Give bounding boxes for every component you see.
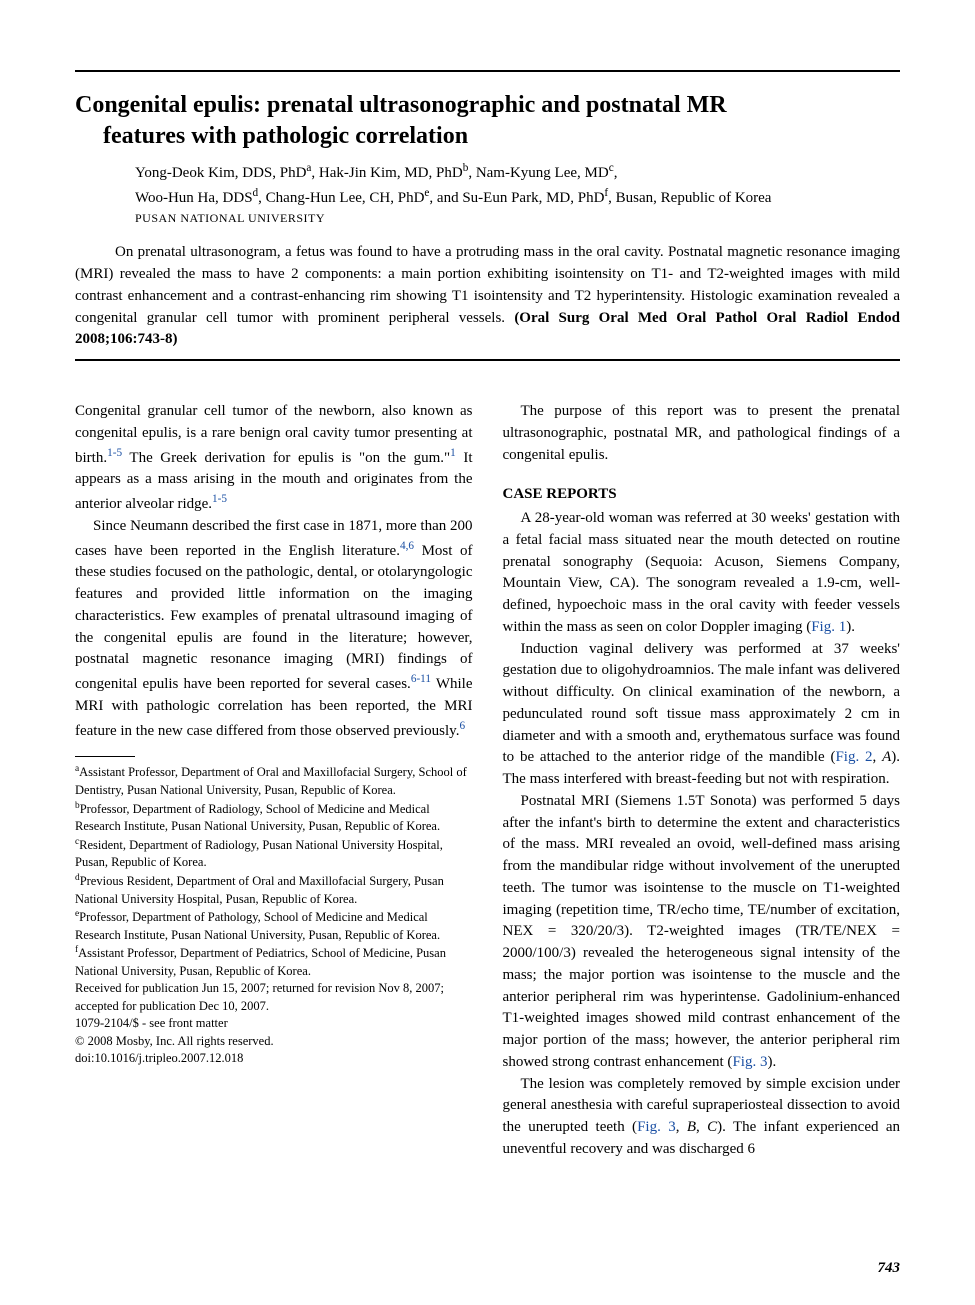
ref-link[interactable]: 6 [459, 720, 465, 732]
text-span: Since Neumann described the first case i… [75, 518, 473, 559]
author-6: Su-Eun Park, MD, PhD [462, 190, 604, 206]
case-para-4: The lesion was completely removed by sim… [503, 1074, 901, 1161]
figure-link[interactable]: Fig. 3 [637, 1119, 676, 1135]
institution: PUSAN NATIONAL UNIVERSITY [75, 211, 900, 226]
right-column: The purpose of this report was to presen… [503, 401, 901, 1161]
panel-label: B [687, 1119, 696, 1135]
author-3: Nam-Kyung Lee, MD [476, 165, 609, 181]
title-line-1: Congenital epulis: prenatal ultrasonogra… [75, 92, 727, 118]
text-span: Induction vaginal delivery was performed… [503, 641, 901, 766]
purpose-para: The purpose of this report was to presen… [503, 401, 901, 466]
footnote-text: Resident, Department of Radiology, Pusan… [75, 838, 443, 870]
footnote-issn: 1079-2104/$ - see front matter [75, 1015, 473, 1033]
case-para-2: Induction vaginal delivery was performed… [503, 639, 901, 791]
author-list: Yong-Deok Kim, DDS, PhDa, Hak-Jin Kim, M… [75, 160, 900, 209]
figure-link[interactable]: Fig. 2 [835, 749, 872, 765]
footnote-doi: doi:10.1016/j.tripleo.2007.12.018 [75, 1050, 473, 1068]
author-2: Hak-Jin Kim, MD, PhD [319, 165, 463, 181]
author-1: Yong-Deok Kim, DDS, PhD [135, 165, 306, 181]
text-span: Most of these studies focused on the pat… [75, 543, 473, 693]
ref-link[interactable]: 6-11 [411, 673, 431, 685]
abstract-text: On prenatal ultrasonogram, a fetus was f… [75, 242, 900, 351]
figure-link[interactable]: Fig. 1 [811, 619, 846, 635]
author-1-sup: a [306, 162, 311, 174]
text-span: The Greek derivation for epulis is "on t… [122, 450, 450, 466]
author-4-sup: d [253, 187, 259, 199]
footnote-d: dPrevious Resident, Department of Oral a… [75, 872, 473, 908]
panel-label: C [707, 1119, 717, 1135]
footnote-text: Assistant Professor, Department of Pedia… [75, 946, 446, 978]
text-span: Postnatal MRI (Siemens 1.5T Sonota) was … [503, 793, 901, 1070]
top-horizontal-rule [75, 70, 900, 72]
footnote-divider [75, 756, 135, 757]
footnote-c: cResident, Department of Radiology, Pusa… [75, 836, 473, 872]
author-2-sup: b [463, 162, 469, 174]
author-6-sup: f [604, 187, 608, 199]
title-line-2: features with pathologic correlation [75, 123, 468, 149]
text-span: A 28-year-old woman was referred at 30 w… [503, 510, 901, 635]
footnote-copyright: © 2008 Mosby, Inc. All rights reserved. [75, 1033, 473, 1051]
footnote-received: Received for publication Jun 15, 2007; r… [75, 980, 473, 1015]
ref-link[interactable]: 1-5 [107, 447, 122, 459]
text-span: ). [846, 619, 855, 635]
intro-para-1: Congenital granular cell tumor of the ne… [75, 401, 473, 516]
page-number: 743 [878, 1260, 901, 1277]
text-span: , [696, 1119, 707, 1135]
footnote-e: eProfessor, Department of Pathology, Sch… [75, 908, 473, 944]
two-column-body: Congenital granular cell tumor of the ne… [75, 401, 900, 1161]
footnote-a: aAssistant Professor, Department of Oral… [75, 763, 473, 799]
footnote-text: Assistant Professor, Department of Oral … [75, 766, 467, 798]
author-4: Woo-Hun Ha, DDS [135, 190, 253, 206]
section-heading-case-reports: CASE REPORTS [503, 484, 901, 506]
footnote-text: Professor, Department of Pathology, Scho… [75, 910, 440, 942]
case-para-1: A 28-year-old woman was referred at 30 w… [503, 508, 901, 639]
footnote-text: Professor, Department of Radiology, Scho… [75, 802, 440, 834]
author-location: Busan, Republic of Korea [616, 190, 772, 206]
text-span: , [676, 1119, 687, 1135]
text-span: ). [767, 1054, 776, 1070]
left-column: Congenital granular cell tumor of the ne… [75, 401, 473, 1161]
figure-link[interactable]: Fig. 3 [732, 1054, 767, 1070]
abstract-bottom-rule [75, 359, 900, 361]
intro-para-2: Since Neumann described the first case i… [75, 516, 473, 743]
ref-link[interactable]: 4,6 [400, 540, 414, 552]
footnote-text: Previous Resident, Department of Oral an… [75, 874, 444, 906]
author-5: Chang-Hun Lee, CH, PhD [266, 190, 425, 206]
author-5-sup: e [424, 187, 429, 199]
ref-link[interactable]: 1-5 [212, 493, 227, 505]
footnote-b: bProfessor, Department of Radiology, Sch… [75, 800, 473, 836]
article-title: Congenital epulis: prenatal ultrasonogra… [75, 90, 900, 152]
footnote-block: aAssistant Professor, Department of Oral… [75, 763, 473, 1067]
case-para-3: Postnatal MRI (Siemens 1.5T Sonota) was … [503, 791, 901, 1074]
panel-label: A [882, 749, 891, 765]
text-span: , [873, 749, 883, 765]
footnote-f: fAssistant Professor, Department of Pedi… [75, 944, 473, 980]
author-3-sup: c [609, 162, 614, 174]
